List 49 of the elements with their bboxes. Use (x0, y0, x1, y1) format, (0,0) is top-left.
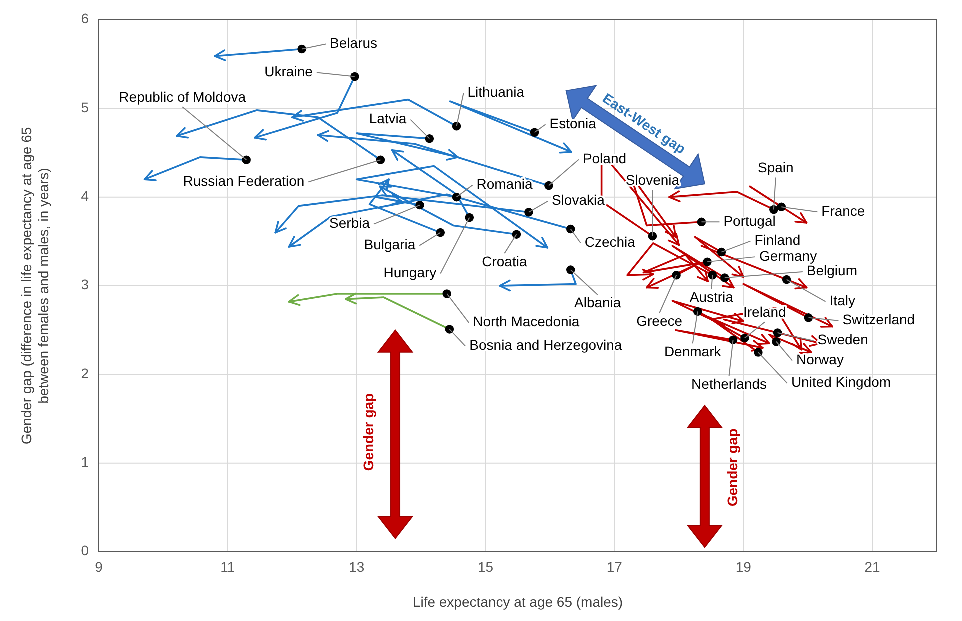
y-tick-label: 5 (81, 99, 90, 116)
series-label: Czechia (584, 234, 636, 250)
text: Lithuania (468, 84, 525, 100)
y-tick-label: 2 (81, 365, 90, 382)
text: Ukraine (264, 63, 314, 80)
series-label: Italy (830, 292, 856, 308)
series-label: Spain (758, 159, 794, 176)
x-axis-title: Life expectancy at age 65 (males) (412, 594, 624, 610)
x-tick-label: 17 (606, 559, 623, 575)
x-tick-label: 19 (736, 559, 752, 575)
series-label: Norway (796, 352, 844, 368)
series-label: Portugal (724, 212, 776, 229)
series-label: Serbia (330, 215, 370, 232)
y-axis-title: Gender gap (difference in life expectancy at age 65 between females and males, in years) (18, 127, 52, 445)
x-tick-label: 15 (478, 559, 494, 575)
text: Republic of Moldova (119, 88, 246, 105)
y-tick-label: 3 (81, 276, 90, 293)
annotation: Gender gap (724, 428, 741, 507)
series-label: Romania (476, 176, 534, 192)
series-label: Bulgaria (364, 236, 416, 253)
x-tick-label: 21 (864, 559, 881, 575)
y-tick-label: 6 (81, 10, 90, 27)
text: Belarus (330, 34, 378, 51)
text: Russian Federation (183, 172, 305, 189)
series-label: Sweden (818, 332, 868, 348)
text: United Kingdom (791, 374, 892, 390)
text: Belgium (806, 262, 858, 279)
series-label: Albania (574, 294, 622, 311)
x-tick-label: 9 (95, 559, 104, 575)
text: Netherlands (692, 376, 768, 392)
series-label: Switzerland (842, 312, 916, 328)
series-label: Latvia (369, 110, 407, 127)
series-label: Croatia (482, 253, 528, 270)
annotation: Gender gap (360, 393, 376, 472)
x-tick-label: 13 (349, 559, 365, 575)
series-label: Bosnia and Herzegovina (470, 337, 622, 354)
y-tick-label: 0 (81, 542, 90, 559)
x-tick-label: 11 (220, 559, 236, 575)
text: Hungary (384, 264, 437, 280)
series-label: Estonia (550, 115, 597, 132)
series-label: France (822, 202, 866, 219)
y-tick-label: 4 (81, 188, 90, 204)
y-tick-label: 1 (81, 454, 90, 470)
text: Finland (754, 232, 801, 248)
series-label: Greece (636, 313, 683, 330)
text: North Macedonia (473, 314, 580, 330)
series-label: Denmark (664, 343, 722, 360)
text: Germany (760, 248, 818, 264)
series-label: Austria (690, 289, 734, 306)
